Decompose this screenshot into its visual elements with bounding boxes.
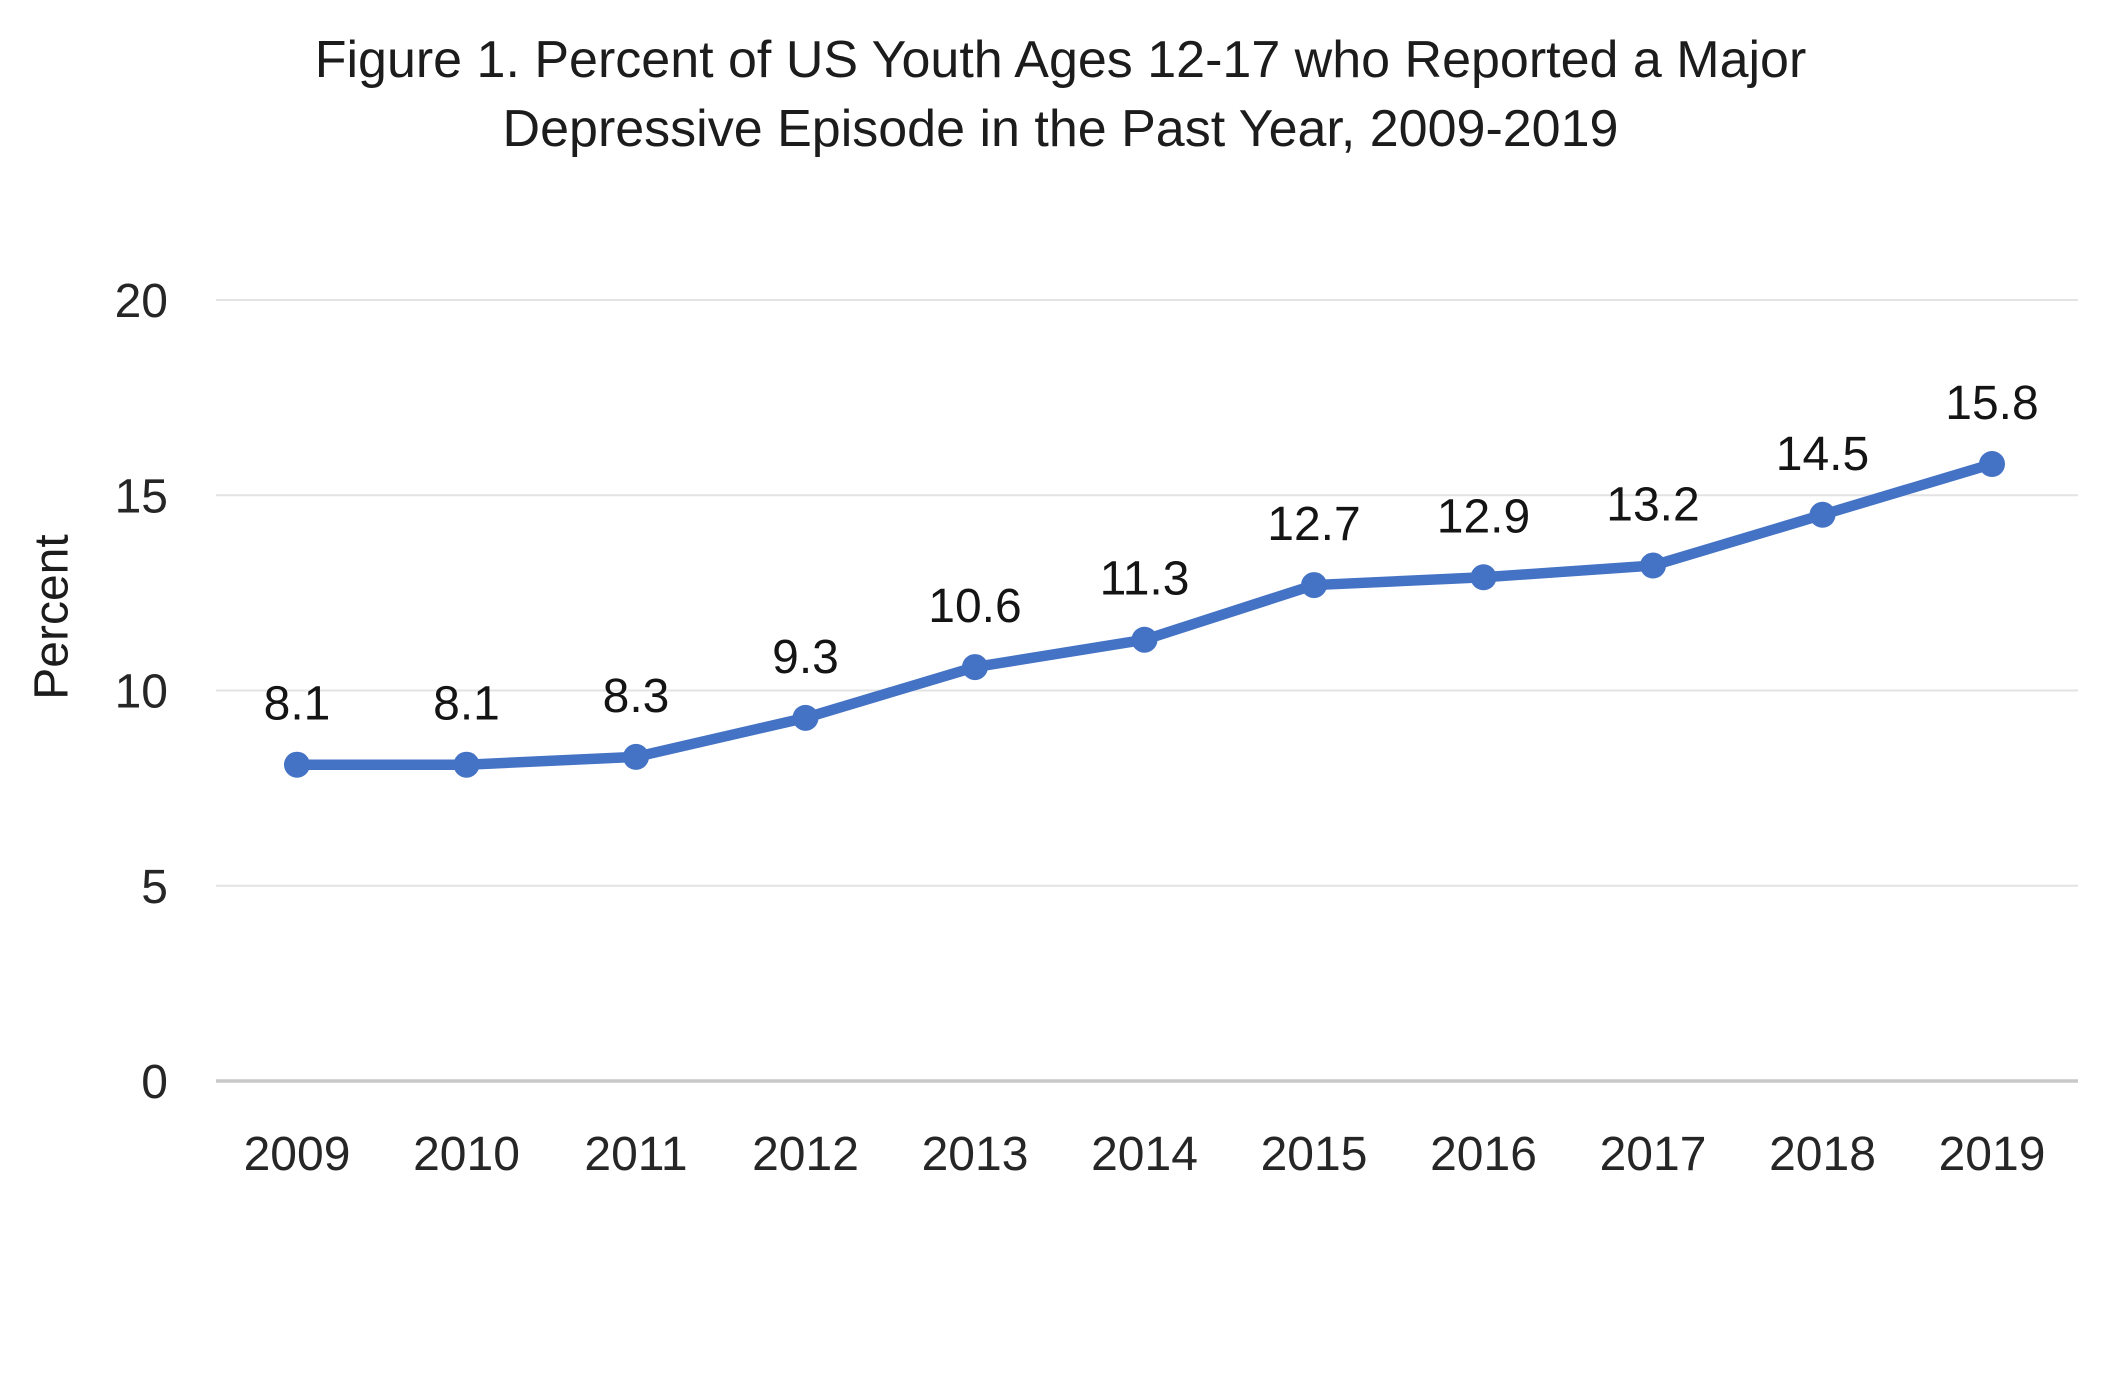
data-point-marker: [1470, 564, 1497, 591]
data-point-marker: [1301, 572, 1327, 599]
y-tick-label: 0: [141, 1056, 168, 1109]
line-series: [291, 458, 1998, 770]
y-tick-label: 5: [141, 861, 168, 914]
data-point-marker: [284, 751, 310, 778]
data-point-label: 12.7: [1267, 498, 1360, 551]
x-tick-label: 2017: [1600, 1128, 1707, 1181]
x-tick-label: 2018: [1769, 1128, 1876, 1181]
data-point-label: 12.9: [1437, 490, 1530, 543]
x-tick-label: 2012: [752, 1128, 859, 1181]
y-tick-label: 15: [115, 470, 168, 523]
data-point-label: 9.3: [772, 631, 839, 684]
data-point-marker: [792, 704, 819, 731]
data-point-marker: [1131, 626, 1158, 653]
y-tick-label: 20: [115, 275, 168, 328]
data-point-marker: [453, 751, 480, 778]
y-tick-label: 10: [115, 666, 168, 719]
data-point-marker: [1640, 552, 1666, 579]
data-point-label: 10.6: [928, 580, 1021, 633]
data-point-marker: [962, 654, 988, 681]
data-point-label: 15.8: [1945, 377, 2038, 430]
x-tick-label: 2019: [1939, 1128, 2046, 1181]
chart-title: Figure 1. Percent of US Youth Ages 12-17…: [0, 26, 2121, 163]
data-point-label: 8.1: [264, 678, 331, 731]
chart-title-line-2: Depressive Episode in the Past Year, 200…: [502, 99, 1619, 158]
x-tick-label: 2009: [244, 1128, 351, 1181]
data-point-label: 11.3: [1100, 553, 1190, 606]
data-point-label: 8.3: [603, 670, 670, 723]
chart-title-line-1: Figure 1. Percent of US Youth Ages 12-17…: [314, 31, 1807, 89]
data-point-label: 8.1: [433, 678, 500, 731]
data-point-marker: [1809, 501, 1836, 528]
data-point-marker: [623, 743, 649, 770]
data-point-marker: [1979, 451, 2005, 478]
x-tick-label: 2011: [584, 1128, 687, 1181]
data-point-label: 13.2: [1606, 479, 1699, 532]
data-point-label: 14.5: [1776, 428, 1869, 481]
x-tick-label: 2010: [413, 1128, 520, 1181]
x-tick-label: 2016: [1430, 1128, 1537, 1181]
x-tick-label: 2013: [922, 1128, 1029, 1181]
x-tick-label: 2015: [1261, 1128, 1368, 1181]
x-tick-label: 2014: [1091, 1128, 1198, 1181]
